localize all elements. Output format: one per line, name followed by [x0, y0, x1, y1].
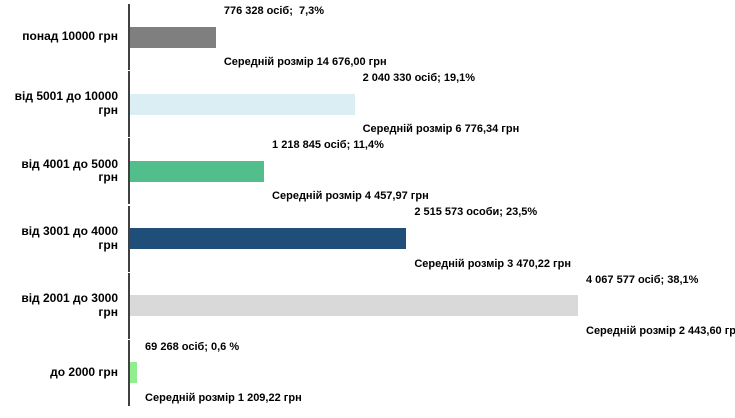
value-label-average: Середній розмір 2 443,60 грн — [586, 324, 735, 337]
bar — [130, 228, 407, 250]
bar-track: 2 515 573 особи; 23,5% Середній розмір 3… — [128, 205, 735, 272]
bar-track: 4 067 577 осіб; 38,1% Середній розмір 2 … — [128, 272, 735, 339]
bar-row: від 3001 до 4000 грн 2 515 573 особи; 23… — [0, 205, 735, 272]
bar — [130, 295, 578, 317]
value-label-average: Середній розмір 6 776,34 грн — [362, 123, 520, 136]
value-label-average: Середній розмір 14 676,00 грн — [223, 56, 387, 69]
value-label: 776 328 осіб; 7,3% Середній розмір 14 67… — [224, 0, 387, 105]
value-label-count-percent: 4 067 577 осіб; 38,1% — [586, 273, 699, 286]
bar-track: 1 218 845 осіб; 11,4% Середній розмір 4 … — [128, 138, 735, 205]
value-label-average: Середній розмір 3 470,22 грн — [414, 257, 571, 270]
bar-track: 69 268 осіб; 0,6 % Середній розмір 1 209… — [128, 339, 735, 406]
value-label-count-percent: 776 328 осіб; 7,3% — [223, 4, 325, 17]
value-label-count-percent: 69 268 осіб; 0,6 % — [145, 340, 240, 353]
category-axis-label: від 2001 до 3000 грн — [21, 290, 118, 319]
bar-track: 776 328 осіб; 7,3% Середній розмір 14 67… — [128, 4, 735, 70]
value-label-count-percent: 1 218 845 осіб; 11,4% — [272, 139, 384, 152]
bar — [130, 93, 355, 115]
bar — [130, 26, 216, 48]
value-label: 2 040 330 осіб; 19,1% Середній розмір 6 … — [363, 36, 520, 172]
bar-row: до 2000 грн 69 268 осіб; 0,6 % Середній … — [0, 339, 735, 406]
bar — [130, 160, 265, 182]
value-label: 2 515 573 особи; 23,5% Середній розмір 3… — [414, 170, 571, 306]
category-axis-label: від 4001 до 5000 грн — [21, 156, 118, 185]
value-label-count-percent: 2 515 573 особи; 23,5% — [414, 206, 538, 219]
value-label: 69 268 осіб; 0,6 % Середній розмір 1 209… — [145, 305, 302, 418]
value-label-count-percent: 2 040 330 осіб; 19,1% — [362, 72, 476, 85]
category-axis-label: від 3001 до 4000 грн — [21, 223, 118, 252]
bar-track: 2 040 330 осіб; 19,1% Середній розмір 6 … — [128, 71, 735, 138]
bar-row: від 4001 до 5000 грн 1 218 845 осіб; 11,… — [0, 138, 735, 205]
value-label: 4 067 577 осіб; 38,1% Середній розмір 2 … — [586, 238, 735, 374]
bar-row: від 2001 до 3000 грн 4 067 577 осіб; 38,… — [0, 272, 735, 339]
value-label-average: Середній розмір 1 209,22 грн — [145, 391, 302, 404]
bar — [130, 362, 138, 384]
bar-row: від 5001 до 10000 грн 2 040 330 осіб; 19… — [0, 71, 735, 138]
chart-plot-area: понад 10000 грн 776 328 осіб; 7,3% Серед… — [0, 4, 735, 406]
bar-row: понад 10000 грн 776 328 осіб; 7,3% Серед… — [0, 4, 735, 70]
category-axis-label: до 2000 грн — [50, 365, 118, 380]
value-label-average: Середній розмір 4 457,97 грн — [272, 190, 429, 203]
category-axis-label: від 5001 до 10000 грн — [14, 89, 118, 118]
category-axis-label: понад 10000 грн — [22, 29, 118, 44]
value-label: 1 218 845 осіб; 11,4% Середній розмір 4 … — [272, 103, 429, 239]
